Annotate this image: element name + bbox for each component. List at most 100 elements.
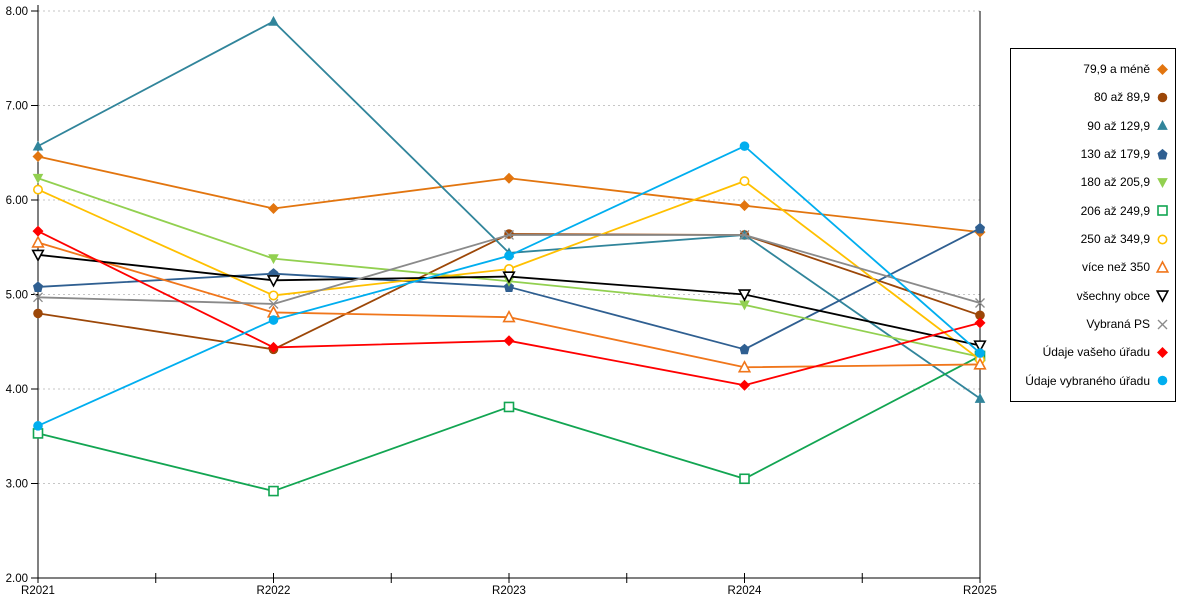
diamond-marker-icon [32,225,44,237]
x-axis-label: R2023 [492,585,526,597]
legend-item-3: 130 až 179,9 [1015,146,1170,162]
series-line-0 [37,155,981,234]
legend-marker-icon [1157,205,1168,217]
circle-marker-icon [268,315,279,325]
legend-label: Údaje vybraného úřadu [1025,373,1150,388]
x-marker-icon [268,298,279,309]
diamond-marker-icon [268,341,279,353]
diamond-marker-icon [974,317,986,329]
triangle-up-marker-icon [268,15,279,26]
legend-label: 206 až 249,9 [1080,203,1150,218]
triangle-down-marker-icon [502,271,516,284]
legend-item-0: 79,9 a méně [1015,61,1170,77]
triangle-up-marker-icon [973,357,987,370]
diamond-marker-icon [32,151,44,163]
diamond-marker-icon [739,379,750,391]
triangle-down-marker-icon [973,340,987,353]
triangle-up-marker-icon [974,392,986,403]
triangle-down-marker-icon [268,254,279,265]
legend-item-1: 80 až 89,9 [1015,89,1170,105]
legend-item-2: 90 až 129,9 [1015,118,1170,134]
legend-label: 80 až 89,9 [1093,90,1150,105]
circle-marker-icon [1157,92,1168,103]
triangle-down-marker-icon [1157,178,1168,188]
y-axis-label: 3.00 [6,479,28,491]
series-line-7 [37,241,981,369]
legend-label: 250 až 349,9 [1080,232,1150,247]
legend-item-8: všechny obce [1015,288,1170,304]
legend-marker-icon [1155,290,1170,303]
pentagon-marker-icon [975,222,985,234]
square-marker-icon [503,401,515,413]
x-marker-icon [975,298,985,308]
legend-marker-icon [1157,148,1168,160]
legend-label: Údaje vašeho úřadu [1042,345,1150,360]
legend-marker-icon [1155,260,1170,273]
x-axis-label: R2021 [21,585,55,597]
legend-label: více než 350 [1081,260,1150,275]
legend-label: 79,9 a méně [1083,62,1150,77]
x-marker-icon [33,292,43,303]
circle-marker-icon [33,308,43,319]
triangle-down-marker-icon [1155,290,1170,303]
pentagon-marker-icon [1157,148,1168,160]
legend-marker-icon [1157,375,1168,386]
x-axis-label: R2022 [257,585,291,597]
triangle-up-marker-icon [31,235,45,248]
x-marker-icon [739,230,750,240]
legend-label: 90 až 129,9 [1087,118,1150,133]
legend-item-7: více než 350 [1015,259,1170,275]
x-marker-icon [1157,319,1168,330]
y-axis-label: 7.00 [6,101,28,113]
y-axis-label: 6.00 [6,195,28,207]
pentagon-marker-icon [739,343,750,355]
triangle-up-marker-icon [502,309,516,323]
triangle-down-marker-icon [737,289,752,302]
pentagon-marker-icon [33,281,43,292]
circle-marker-icon [504,250,514,261]
circle-marker-icon [32,184,43,195]
legend-marker-icon [1157,63,1168,75]
triangle-up-marker-icon [32,140,44,151]
triangle-down-marker-icon [31,249,45,263]
legend-marker-icon [1157,92,1168,103]
legend-marker-icon [1157,234,1168,245]
triangle-up-marker-icon [737,360,752,373]
triangle-down-marker-icon [266,275,281,288]
legend-label: 180 až 205,9 [1080,175,1150,190]
legend-marker-icon [1157,346,1168,358]
diamond-marker-icon [739,200,750,212]
square-marker-icon [1157,205,1168,217]
diamond-marker-icon [503,335,515,347]
diamond-marker-icon [1157,63,1168,75]
legend-item-6: 250 až 349,9 [1015,231,1170,247]
triangle-up-marker-icon [1155,260,1170,273]
circle-marker-icon [975,348,985,358]
square-marker-icon [739,473,750,485]
legend-item-5: 206 až 249,9 [1015,203,1170,219]
diamond-marker-icon [268,203,279,215]
legend-marker-icon [1157,120,1168,131]
series-line-5 [37,355,981,492]
legend-label: všechny obce [1076,288,1150,303]
legend: 79,9 a méně 80 až 89,9 90 až 129,9 130 až 1… [1010,48,1176,402]
legend-label: 130 až 179,9 [1080,147,1150,162]
x-marker-icon [504,230,514,240]
legend-marker-icon [1157,319,1168,330]
circle-marker-icon [268,290,279,301]
circle-marker-icon [975,310,985,321]
circle-marker-icon [1157,234,1168,245]
legend-item-9: Vybraná PS [1015,316,1170,332]
x-axis-label: R2025 [963,585,997,597]
diamond-marker-icon [1157,346,1168,358]
legend-item-11: Údaje vybraného úřadu [1015,373,1170,389]
square-marker-icon [268,485,279,497]
circle-marker-icon [504,229,514,239]
triangle-up-marker-icon [1157,120,1168,131]
triangle-down-marker-icon [739,300,750,311]
circle-marker-icon [33,421,43,431]
y-axis-label: 8.00 [6,6,28,18]
legend-marker-icon [1157,178,1168,188]
